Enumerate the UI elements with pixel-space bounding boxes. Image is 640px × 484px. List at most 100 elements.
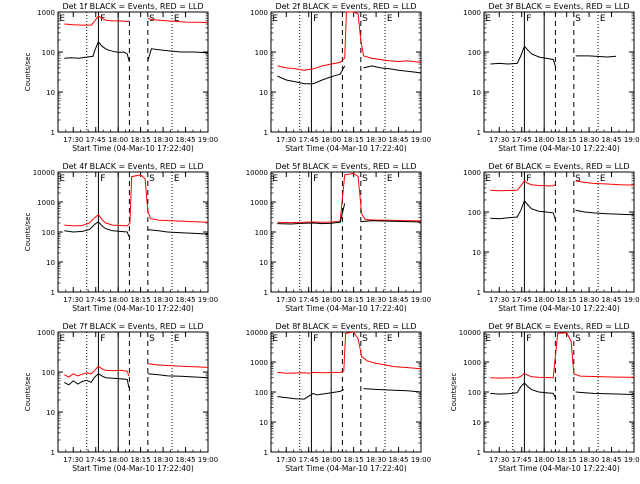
x-tick-label: 18:30 [579, 136, 599, 144]
x-tick-label: 19:00 [411, 136, 431, 144]
x-tick-label: 18:30 [579, 456, 599, 464]
marker-letter: S [362, 14, 368, 24]
x-tick-label: 18:15 [344, 296, 364, 304]
marker-letter: S [575, 14, 581, 24]
marker-letter: E [387, 334, 393, 344]
x-tick-label: 18:30 [366, 136, 386, 144]
plot-frame [483, 171, 635, 293]
y-tick-label: 1000 [250, 359, 268, 367]
x-tick-label: 17:30 [63, 456, 83, 464]
y-tick-label: 100 [255, 389, 268, 397]
y-tick-label: 1 [477, 129, 481, 137]
y-tick-label: 1 [477, 449, 481, 457]
marker-letter: E [59, 14, 65, 24]
marker-letter: F [100, 174, 105, 184]
series-lld [64, 363, 209, 378]
plot-frame [57, 331, 209, 453]
plot-frame [57, 11, 209, 133]
y-tick-label: 10 [259, 419, 268, 427]
marker-letter: E [485, 334, 491, 344]
y-tick-label: 1000 [37, 329, 55, 337]
x-tick-label: 17:45 [299, 456, 319, 464]
series-events [490, 382, 635, 399]
marker-letter: E [485, 14, 491, 24]
marker-letter: E [272, 14, 278, 24]
y-tick-label: 10000 [459, 329, 481, 337]
y-tick-label: 1 [264, 129, 268, 137]
marker-letter: S [575, 174, 581, 184]
x-tick-label: 18:30 [153, 456, 173, 464]
x-tick-label: 17:30 [276, 136, 296, 144]
y-tick-label: 1 [51, 449, 55, 457]
marker-letter: E [600, 334, 606, 344]
panel-4: Det 4f BLACK = Events, RED = LLD 1 10 100 10… [24, 162, 218, 313]
x-tick-label: 18:00 [108, 136, 128, 144]
x-tick-label: 19:00 [411, 456, 431, 464]
y-tick-label: 1 [264, 449, 268, 457]
y-tick-label: 10000 [33, 169, 55, 177]
y-tick-label: 1000 [463, 169, 481, 177]
x-tick-label: 17:30 [489, 456, 509, 464]
y-tick-label: 1000 [250, 199, 268, 207]
x-tick-label: 18:00 [534, 136, 554, 144]
x-tick-label: 18:45 [601, 136, 621, 144]
y-tick-label: 1 [477, 289, 481, 297]
y-tick-label: 1000 [250, 9, 268, 17]
series-lld [64, 174, 209, 227]
marker-letter: E [59, 334, 65, 344]
x-tick-label: 18:15 [557, 136, 577, 144]
panel-title: Det 8f BLACK = Events, RED = LLD [275, 322, 416, 331]
series-events [64, 40, 209, 62]
x-tick-label: 18:00 [321, 456, 341, 464]
plot-frame [483, 331, 635, 453]
marker-letter: E [174, 174, 180, 184]
panel-title: Det 9f BLACK = Events, RED = LLD [488, 322, 629, 331]
plot-frame [483, 11, 635, 133]
series-lld [277, 331, 422, 374]
series-events [277, 65, 422, 85]
x-tick-label: 18:30 [366, 456, 386, 464]
marker-letter: S [362, 174, 368, 184]
x-tick-label: 18:45 [601, 296, 621, 304]
panel-5: Det 5f BLACK = Events, RED = LLD 1 10 100 10… [246, 162, 431, 313]
series-lld [277, 11, 422, 71]
series-lld [490, 180, 635, 192]
marker-letter: F [313, 334, 318, 344]
x-tick-label: 18:15 [344, 456, 364, 464]
y-tick-label: 100 [468, 389, 481, 397]
x-tick-label: 18:45 [175, 136, 195, 144]
marker-letter: S [362, 334, 368, 344]
series-events [490, 199, 635, 222]
x-tick-label: 19:00 [198, 456, 218, 464]
x-tick-label: 18:15 [131, 456, 151, 464]
marker-letter: S [149, 174, 155, 184]
series-events [64, 373, 209, 389]
y-tick-label: 10 [259, 259, 268, 267]
x-axis-label: Start Time (04-Mar-10 17:22:40) [72, 144, 194, 153]
series-events [490, 45, 617, 69]
panel-9: Det 9f BLACK = Events, RED = LLD 1 10 100 10… [450, 322, 640, 473]
y-tick-label: 10 [472, 249, 481, 257]
x-tick-label: 17:45 [299, 136, 319, 144]
plot-frame [270, 171, 422, 293]
marker-letter: E [600, 174, 606, 184]
x-tick-label: 18:15 [557, 296, 577, 304]
y-tick-label: 100 [42, 229, 55, 237]
marker-letter: E [174, 334, 180, 344]
panel-7: Det 7f BLACK = Events, RED = LLD 1 10 100 10… [24, 322, 218, 473]
y-tick-label: 100 [42, 49, 55, 57]
y-tick-label: 1000 [463, 359, 481, 367]
x-axis-label: Start Time (04-Mar-10 17:22:40) [285, 304, 407, 313]
y-tick-label: 100 [42, 369, 55, 377]
x-tick-label: 17:30 [489, 136, 509, 144]
x-tick-label: 19:00 [198, 296, 218, 304]
x-axis-label: Start Time (04-Mar-10 17:22:40) [285, 144, 407, 153]
panel-6: Det 6f BLACK = Events, RED = LLD 1 10 100 10… [463, 162, 640, 313]
x-tick-label: 18:45 [388, 456, 408, 464]
y-tick-label: 100 [468, 209, 481, 217]
x-tick-label: 17:45 [86, 296, 106, 304]
panel-1: Det 1f BLACK = Events, RED = LLD 1 10 100 10… [24, 2, 218, 153]
y-tick-label: 10000 [246, 329, 268, 337]
marker-letter: S [575, 334, 581, 344]
